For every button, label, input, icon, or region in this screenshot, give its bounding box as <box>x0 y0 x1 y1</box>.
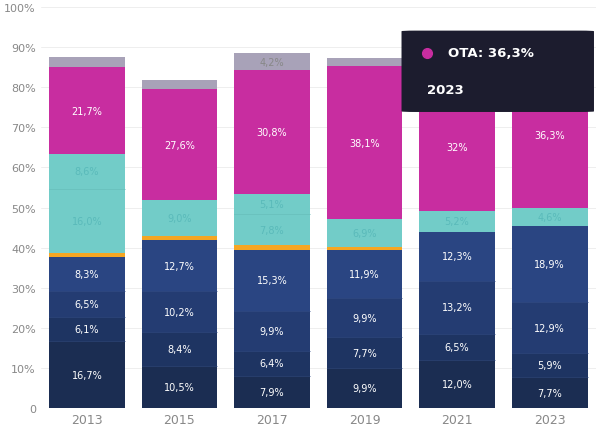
Text: 6,4%: 6,4% <box>260 359 284 369</box>
Bar <box>234 311 310 351</box>
Bar <box>142 366 217 408</box>
Text: 30,8%: 30,8% <box>257 128 287 138</box>
Text: 10,5%: 10,5% <box>164 382 195 392</box>
Text: 18,9%: 18,9% <box>534 259 565 269</box>
Text: 36,3%: 36,3% <box>534 131 565 141</box>
Bar <box>49 189 125 253</box>
Bar <box>142 90 217 200</box>
Bar <box>142 292 217 332</box>
Bar <box>326 369 403 408</box>
FancyBboxPatch shape <box>401 31 594 113</box>
Text: 6,5%: 6,5% <box>445 342 469 352</box>
Text: 6,9%: 6,9% <box>352 228 377 239</box>
Bar <box>512 227 587 302</box>
Text: 6,1%: 6,1% <box>74 324 99 334</box>
Bar <box>326 298 403 338</box>
Bar <box>49 68 125 155</box>
Text: 12,0%: 12,0% <box>442 379 472 389</box>
Bar <box>234 71 310 194</box>
Bar <box>49 155 125 189</box>
Bar <box>234 54 310 71</box>
Text: 9,9%: 9,9% <box>352 313 377 323</box>
Text: 38,1%: 38,1% <box>349 138 380 148</box>
Bar <box>142 237 217 241</box>
Bar <box>234 250 310 311</box>
Text: 15,3%: 15,3% <box>257 276 287 286</box>
Bar <box>419 281 495 334</box>
Bar <box>234 215 310 246</box>
Text: 9,9%: 9,9% <box>352 383 377 393</box>
Bar <box>326 58 403 68</box>
Text: 5,2%: 5,2% <box>445 217 469 227</box>
Bar <box>419 211 495 232</box>
Text: 13,2%: 13,2% <box>442 303 472 313</box>
Bar <box>49 291 125 317</box>
Bar <box>326 250 403 298</box>
Text: OTA: 36,3%: OTA: 36,3% <box>448 47 533 60</box>
Text: 7,8%: 7,8% <box>260 225 284 235</box>
Text: 12,9%: 12,9% <box>534 323 565 333</box>
Bar <box>326 68 403 220</box>
Text: 4,6%: 4,6% <box>538 212 562 222</box>
Text: 12,7%: 12,7% <box>164 261 195 271</box>
Bar <box>512 63 587 208</box>
Bar <box>49 341 125 408</box>
Text: 21,7%: 21,7% <box>71 107 103 117</box>
Bar <box>419 360 495 408</box>
Text: 8,4%: 8,4% <box>167 344 191 354</box>
Text: 32%: 32% <box>446 142 468 152</box>
Bar <box>49 253 125 258</box>
Bar <box>234 376 310 408</box>
Bar <box>419 83 495 211</box>
Text: 10,2%: 10,2% <box>164 307 195 317</box>
Bar <box>49 58 125 68</box>
Bar <box>142 332 217 366</box>
Text: 7,7%: 7,7% <box>537 387 562 398</box>
Text: 6,5%: 6,5% <box>74 299 99 309</box>
Bar <box>512 302 587 353</box>
Text: 7,9%: 7,9% <box>260 387 284 397</box>
Bar <box>234 246 310 250</box>
Bar <box>326 220 403 247</box>
Bar <box>142 80 217 90</box>
Bar <box>512 57 587 63</box>
Bar <box>512 208 587 227</box>
Bar <box>419 74 495 83</box>
Bar <box>142 200 217 237</box>
Text: 5,1%: 5,1% <box>260 199 284 209</box>
Bar <box>419 232 495 281</box>
Text: 4,2%: 4,2% <box>260 58 284 68</box>
Text: 27,6%: 27,6% <box>164 140 195 150</box>
Bar <box>512 377 587 408</box>
Bar <box>326 247 403 250</box>
Text: 16,0%: 16,0% <box>71 216 102 226</box>
Bar <box>49 317 125 341</box>
Bar <box>326 338 403 369</box>
Bar <box>419 334 495 360</box>
Text: 9,0%: 9,0% <box>167 213 191 224</box>
Text: 9,9%: 9,9% <box>260 326 284 336</box>
Text: 16,7%: 16,7% <box>71 370 102 380</box>
Bar <box>49 258 125 291</box>
Text: 8,3%: 8,3% <box>74 269 99 279</box>
Text: 8,6%: 8,6% <box>74 167 99 177</box>
Text: 12,3%: 12,3% <box>442 252 472 262</box>
Text: 7,7%: 7,7% <box>352 348 377 358</box>
Bar <box>142 241 217 292</box>
Text: 11,9%: 11,9% <box>349 269 380 279</box>
Bar <box>234 351 310 376</box>
Text: 2023: 2023 <box>427 84 464 97</box>
Bar <box>512 353 587 377</box>
Text: 5,9%: 5,9% <box>537 360 562 370</box>
Bar <box>234 194 310 215</box>
